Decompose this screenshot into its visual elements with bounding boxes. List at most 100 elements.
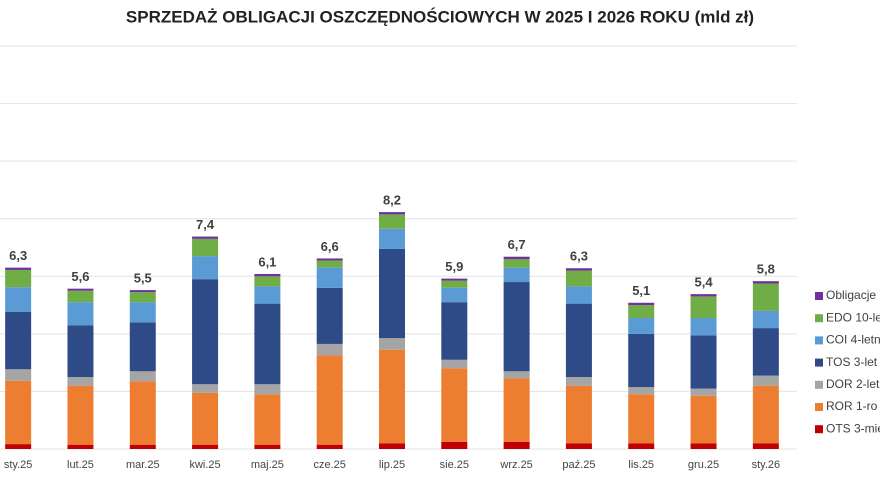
bar-segment — [441, 278, 468, 281]
x-tick-label: kwi.25 — [189, 459, 220, 471]
legend-swatch — [815, 292, 823, 300]
total-label: 5,9 — [445, 259, 463, 274]
x-tick-label: lip.25 — [379, 459, 405, 471]
bar-segment — [565, 443, 592, 449]
bar-segment — [503, 371, 530, 379]
bar-segment — [565, 303, 592, 378]
chart-title: SPRZEDAŻ OBLIGACJI OSZCZĘDNOŚCIOWYCH W 2… — [126, 7, 754, 26]
legend-label: OTS 3-mie — [826, 421, 880, 435]
legend-label: EDO 10-le — [826, 310, 880, 324]
bar-segment — [503, 256, 530, 260]
legend-swatch — [815, 314, 823, 323]
bar-segment — [379, 349, 405, 444]
bar-segment — [690, 294, 717, 297]
bar-segment — [752, 443, 779, 449]
bar-segment — [752, 281, 779, 284]
legend-swatch — [815, 425, 823, 434]
bar-segment — [441, 441, 468, 449]
bar-segment — [192, 238, 219, 257]
legend-swatch — [815, 358, 823, 367]
bar-segment — [628, 333, 655, 388]
bar-segment — [5, 380, 32, 445]
bar-segment — [192, 392, 219, 445]
bar-segment — [690, 296, 717, 319]
bar-segment — [254, 444, 281, 449]
bar-segment — [752, 283, 779, 311]
bar-segment — [192, 256, 219, 280]
bar-segment — [441, 287, 468, 303]
total-label: 5,6 — [71, 269, 89, 284]
total-label: 6,3 — [570, 249, 588, 264]
x-tick-label: mar.25 — [126, 459, 160, 471]
total-label: 5,1 — [632, 283, 650, 298]
total-label: 6,7 — [508, 237, 526, 252]
bar-segment — [690, 443, 717, 449]
bar-segment — [752, 310, 779, 329]
bar-segment — [628, 443, 655, 449]
bar-segment — [192, 236, 219, 239]
bar-segment — [628, 387, 655, 395]
x-tick-label: sty.26 — [752, 459, 781, 471]
bar-segment — [441, 359, 468, 369]
x-tick-label: sie.25 — [440, 459, 469, 471]
bar-segment — [752, 328, 779, 376]
bar-segment — [192, 384, 219, 393]
bar-segment — [129, 381, 156, 445]
x-tick-label: cze.25 — [313, 459, 345, 471]
legend-label: TOS 3-let — [826, 355, 878, 369]
x-tick-label: paź.25 — [562, 459, 595, 471]
total-label: 7,4 — [196, 217, 215, 232]
legend-label: ROR 1-ro — [826, 399, 878, 413]
bar-segment — [316, 287, 343, 344]
bar-segment — [379, 443, 405, 449]
bar-segment — [5, 311, 32, 370]
bar-segment — [628, 302, 655, 306]
bar-segment — [67, 444, 94, 449]
legend-swatch — [815, 403, 823, 411]
bar-segment — [752, 375, 779, 386]
bar-segment — [5, 369, 32, 381]
legend-label: Obligacje — [826, 288, 876, 302]
total-label: 6,6 — [321, 239, 339, 254]
bar-segment — [752, 385, 779, 444]
x-tick-label: gru.25 — [688, 459, 719, 471]
x-tick-label: wrz.25 — [499, 459, 532, 471]
bar-segment — [690, 388, 717, 396]
total-label: 6,3 — [9, 248, 27, 263]
bar-segment — [565, 270, 592, 287]
bar-segment — [628, 305, 655, 319]
legend-swatch — [815, 380, 823, 389]
bar-segment — [67, 290, 94, 303]
legend-label: COI 4-letn — [826, 333, 880, 347]
bar-segment — [690, 395, 717, 444]
bar-segment — [254, 394, 281, 445]
bar-segment — [316, 343, 343, 356]
total-label: 5,5 — [134, 271, 152, 286]
total-label: 5,8 — [757, 262, 775, 277]
bar-segment — [628, 318, 655, 334]
bar-segment — [192, 279, 219, 385]
bar-segment — [690, 318, 717, 336]
bar-segment — [565, 377, 592, 386]
bar-segment — [565, 385, 592, 444]
bar-segment — [254, 276, 281, 287]
bar-segment — [316, 267, 343, 288]
bar-segment — [129, 444, 156, 449]
bar-segment — [316, 444, 343, 449]
bar-segment — [379, 248, 405, 339]
bar-segment — [254, 286, 281, 304]
bar-segment — [67, 377, 94, 386]
bar-segment — [316, 258, 343, 261]
x-tick-label: sty.25 — [4, 459, 33, 471]
bar-segment — [67, 302, 94, 326]
bar-segment — [67, 385, 94, 445]
bar-segment — [5, 444, 32, 449]
bar-segment — [503, 267, 530, 283]
bar-segment — [503, 378, 530, 442]
bar-segment — [129, 302, 156, 323]
legend-label: DOR 2-let — [826, 377, 880, 391]
bar-segment — [503, 259, 530, 268]
x-tick-label: lis.25 — [628, 459, 654, 471]
legend-swatch — [815, 336, 823, 345]
bar-segment — [628, 394, 655, 444]
